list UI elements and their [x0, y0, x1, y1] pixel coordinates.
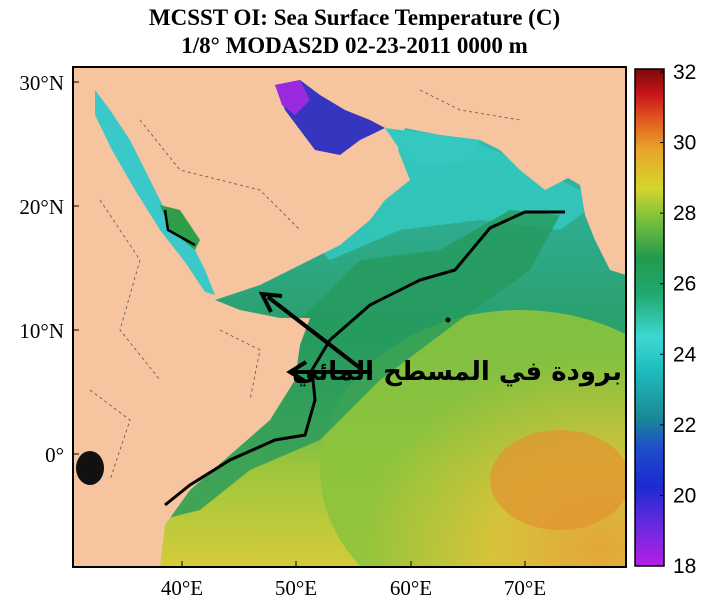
gulf-of-oman	[385, 128, 480, 165]
map-title: MCSST OI: Sea Surface Temperature (C)	[148, 5, 561, 30]
hot-patch	[490, 430, 626, 530]
upwelling-band	[160, 210, 560, 520]
map-frame	[72, 66, 627, 568]
colorbar-labels: 32 30 28 26 24 22 20 18	[673, 61, 697, 578]
colorbar-label: 30	[673, 132, 696, 155]
colorbar-label: 20	[673, 484, 696, 507]
landmass	[73, 67, 626, 567]
colorbar-label: 26	[673, 273, 696, 296]
lon-label-70e: 70°E	[504, 576, 546, 600]
lat-label-0: 0°	[45, 443, 64, 467]
lat-label-20n: 20°N	[19, 195, 64, 219]
ticks	[73, 81, 526, 567]
annotation-arrows	[258, 291, 372, 384]
red-sea-line	[163, 209, 196, 247]
red-sea-south	[160, 205, 200, 250]
lon-label-50e: 50°E	[275, 576, 317, 600]
colorbar-label: 22	[673, 414, 696, 437]
map-area: برودة في المسطح المائي	[73, 67, 626, 567]
front-line	[164, 210, 565, 507]
map-subtitle: 1/8° MODAS2D 02-23-2011 0000 m	[181, 33, 528, 58]
marker-dot	[445, 317, 451, 323]
colorbar-label: 28	[673, 202, 696, 225]
lon-label-40e: 40°E	[161, 576, 203, 600]
colorbar	[634, 68, 665, 567]
colorbar-label: 24	[673, 343, 697, 366]
annotation-text: برودة في المسطح المائي	[292, 357, 622, 387]
colorbar-label: 18	[673, 555, 696, 578]
lake	[76, 451, 104, 485]
colorbar-ticks	[660, 71, 664, 567]
colorbar-label: 32	[673, 61, 696, 84]
red-sea	[95, 90, 215, 295]
gulf-cold-patch	[275, 80, 310, 115]
lat-label-10n: 10°N	[19, 319, 64, 343]
lat-label-30n: 30°N	[19, 71, 64, 95]
borders	[89, 89, 521, 481]
lon-label-60e: 60°E	[390, 576, 432, 600]
